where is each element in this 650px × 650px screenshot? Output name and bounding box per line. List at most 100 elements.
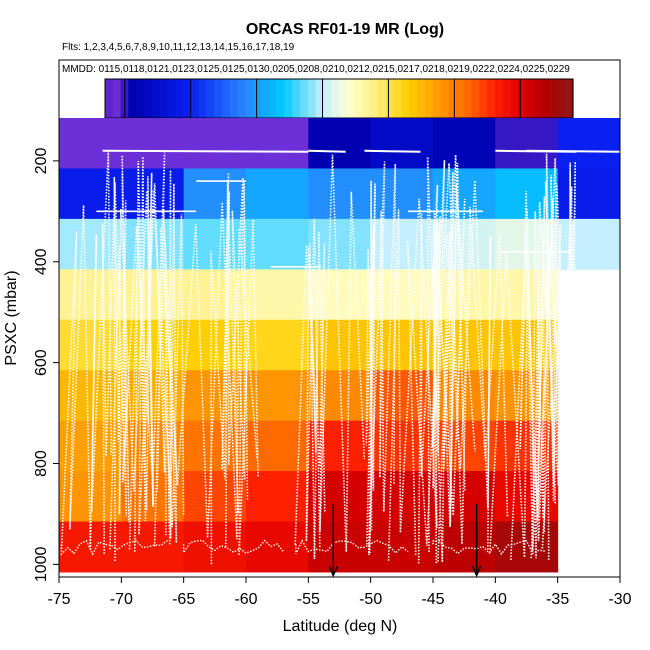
x-tick-label: -55 xyxy=(297,591,320,608)
colorbar-segment xyxy=(549,79,558,118)
heatmap-cell xyxy=(370,218,434,270)
plot-frame xyxy=(58,59,621,578)
x-axis-label: Latitude (deg N) xyxy=(283,618,398,635)
heatmap-cell xyxy=(308,319,372,371)
colorbar-segment xyxy=(190,79,200,118)
flight-track xyxy=(366,161,397,555)
colorbar-segment xyxy=(183,79,192,118)
colorbar-segment xyxy=(175,79,184,118)
colorbar-segment xyxy=(479,79,488,118)
flight-track xyxy=(417,184,441,564)
flight-track xyxy=(128,156,177,550)
colorbar-segment xyxy=(112,79,122,118)
colorbar-segment xyxy=(440,79,449,118)
flight-track xyxy=(530,196,549,559)
flights-label: Flts: 1,2,3,4,5,6,7,8,9,10,11,12,13,14,1… xyxy=(62,42,295,53)
x-tick-label: -45 xyxy=(421,591,444,608)
colorbar-segment xyxy=(354,79,363,118)
colorbar-segment xyxy=(487,79,496,118)
heatmap-cell xyxy=(308,471,372,523)
heatmap-cell xyxy=(246,420,309,472)
colorbar-frame xyxy=(104,78,574,119)
colorbar-segment xyxy=(128,79,137,118)
heatmap-cell xyxy=(495,118,559,169)
colorbar-segment xyxy=(105,79,114,118)
colorbar-segment xyxy=(300,79,309,118)
flight-track xyxy=(294,154,366,553)
colorbar-segment xyxy=(424,79,434,118)
heatmap-cell xyxy=(433,118,496,169)
heatmap-cell xyxy=(246,218,309,270)
colorbar-segment xyxy=(385,79,395,118)
colorbar-segment xyxy=(409,79,418,118)
colorbar-segment xyxy=(526,79,535,118)
heatmap-cell xyxy=(246,471,309,523)
colorbar-segment xyxy=(229,79,239,118)
heatmap-cell xyxy=(246,118,309,169)
y-tick-label: 200 xyxy=(33,147,50,174)
heatmap-cell xyxy=(59,471,122,523)
heatmap-cell xyxy=(59,319,122,371)
colorbar-segment xyxy=(198,79,207,118)
flight-track xyxy=(545,153,572,560)
heatmap-cell xyxy=(59,118,122,169)
heatmap-cell xyxy=(370,319,434,371)
heatmap-cell xyxy=(121,370,185,422)
heatmap-cell xyxy=(121,269,185,321)
colorbar-segment xyxy=(307,79,317,118)
colorbar-segment xyxy=(502,79,512,118)
colorbar-segment xyxy=(346,79,356,118)
heatmap-cell xyxy=(183,471,247,523)
heatmap-cell xyxy=(308,118,372,169)
flight-track xyxy=(102,149,309,153)
colorbar-segment xyxy=(557,79,566,118)
flight-track xyxy=(182,539,284,555)
heatmap-cell xyxy=(59,218,122,270)
flight-track xyxy=(101,155,130,554)
colorbar-segment xyxy=(510,79,519,118)
x-axis: -75 -70 -65 -60 -55 -50 -45 -40 -35 -30 xyxy=(47,577,632,608)
heatmap-cell xyxy=(557,168,621,220)
colorbar-segment xyxy=(534,79,543,118)
colorbar-segment xyxy=(159,79,168,118)
flight-track xyxy=(221,172,259,556)
heatmap-cell xyxy=(246,319,309,371)
flight-track xyxy=(60,151,113,551)
heatmap-cell xyxy=(557,118,621,169)
colorbar-segment xyxy=(417,79,426,118)
colorbar-segment xyxy=(448,79,457,118)
heatmap-cell xyxy=(246,521,309,573)
x-tick-label: -40 xyxy=(484,591,507,608)
flight-track xyxy=(526,149,621,153)
colorbar-segment xyxy=(393,79,402,118)
colorbar-segment xyxy=(495,79,504,118)
colorbar-segment xyxy=(456,79,465,118)
colorbar-segment xyxy=(432,79,441,118)
colorbar-segment xyxy=(541,79,551,118)
flight-track xyxy=(510,158,577,560)
x-tick-label: -35 xyxy=(546,591,569,608)
flight-track xyxy=(426,156,492,563)
heatmap-cell xyxy=(121,118,185,169)
flight-track xyxy=(541,181,575,549)
x-tick-label: -75 xyxy=(47,591,70,608)
colorbar-segment xyxy=(315,79,324,118)
colorbar-segment xyxy=(167,79,176,118)
colorbar-segment xyxy=(292,79,301,118)
y-tick-label: 800 xyxy=(33,450,50,477)
colorbar-segment xyxy=(378,79,387,118)
heatmap-cell xyxy=(308,168,372,220)
colorbar-segment xyxy=(222,79,231,118)
heatmap-cell xyxy=(246,269,309,321)
flight-tracks xyxy=(60,149,621,565)
y-axis-label: PSXC (mbar) xyxy=(3,270,20,365)
colorbar-segment xyxy=(471,79,480,118)
x-tick-label: -60 xyxy=(234,591,257,608)
heatmap-cell xyxy=(246,168,309,220)
colorbar-segment xyxy=(136,79,145,118)
colorbar-segment xyxy=(253,79,262,118)
flight-track xyxy=(387,198,466,561)
heatmap-cell xyxy=(183,269,247,321)
x-tick-label: -70 xyxy=(110,591,133,608)
